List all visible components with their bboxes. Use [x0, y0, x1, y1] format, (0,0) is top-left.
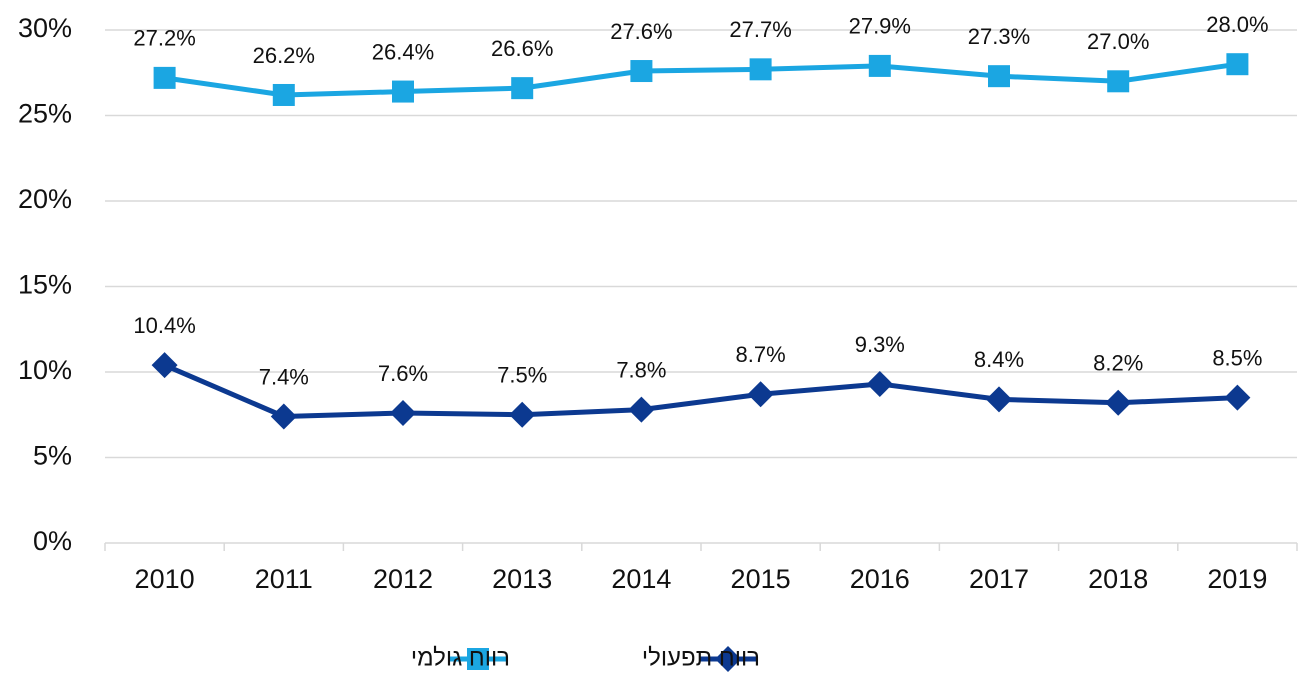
- data-point: [390, 400, 416, 427]
- x-tick-label: 2017: [969, 564, 1029, 594]
- data-point: [986, 386, 1012, 413]
- y-tick-label: 15%: [18, 270, 72, 300]
- legend-marker: [467, 648, 489, 670]
- data-label: 27.9%: [849, 14, 911, 39]
- data-label: 8.7%: [736, 342, 786, 367]
- data-label: 27.2%: [133, 26, 195, 51]
- data-point: [1107, 70, 1130, 93]
- data-point: [153, 66, 176, 89]
- data-label: 26.4%: [372, 39, 434, 64]
- data-label: 8.5%: [1212, 345, 1262, 370]
- data-label: 9.3%: [855, 332, 905, 357]
- data-label: 10.4%: [133, 313, 195, 338]
- x-tick-label: 2014: [611, 564, 671, 594]
- x-tick-label: 2019: [1207, 564, 1267, 594]
- data-label: 27.6%: [610, 19, 672, 44]
- data-label: 7.6%: [378, 361, 428, 386]
- x-tick-label: 2011: [255, 564, 313, 594]
- data-label: 8.4%: [974, 347, 1024, 372]
- data-label: 27.7%: [729, 17, 791, 42]
- data-point: [509, 401, 536, 428]
- data-point: [1226, 53, 1249, 76]
- data-label: 28.0%: [1206, 12, 1268, 37]
- data-point: [1224, 384, 1251, 411]
- y-tick-label: 30%: [18, 13, 72, 43]
- legend-label: רווח גולמי: [411, 644, 510, 671]
- y-tick-label: 5%: [33, 441, 72, 471]
- legend-marker: [715, 646, 741, 672]
- data-point: [866, 370, 893, 397]
- data-point: [1105, 389, 1132, 416]
- x-tick-label: 2016: [850, 564, 910, 594]
- x-tick-label: 2015: [731, 564, 791, 594]
- data-point: [270, 403, 297, 430]
- data-point: [747, 381, 774, 408]
- data-label: 7.4%: [259, 364, 309, 389]
- data-label: 27.0%: [1087, 29, 1149, 54]
- data-point: [151, 352, 178, 379]
- data-point: [272, 83, 295, 106]
- series-line: [163, 362, 1238, 419]
- data-label: 7.8%: [616, 357, 666, 382]
- data-label: 27.3%: [968, 24, 1030, 49]
- data-label: 26.2%: [253, 43, 315, 68]
- x-tick-label: 2010: [135, 564, 195, 594]
- legend-label: רווח תפעולי: [642, 644, 760, 671]
- data-point: [511, 77, 534, 100]
- y-tick-label: 20%: [18, 184, 72, 214]
- y-tick-label: 25%: [18, 99, 72, 129]
- x-tick-label: 2012: [373, 564, 433, 594]
- data-label: 8.2%: [1093, 351, 1143, 376]
- data-point: [749, 58, 772, 81]
- series-line: [164, 61, 1238, 98]
- y-tick-label: 10%: [18, 355, 72, 385]
- data-point: [988, 65, 1010, 88]
- x-tick-label: 2018: [1088, 564, 1148, 594]
- data-point: [628, 396, 655, 423]
- x-tick-label: 2013: [492, 564, 552, 594]
- data-label: 7.5%: [497, 363, 547, 388]
- data-point: [868, 54, 891, 77]
- y-tick-label: 0%: [33, 526, 72, 556]
- data-point: [630, 60, 653, 83]
- data-label: 26.6%: [491, 36, 553, 61]
- data-point: [392, 80, 414, 103]
